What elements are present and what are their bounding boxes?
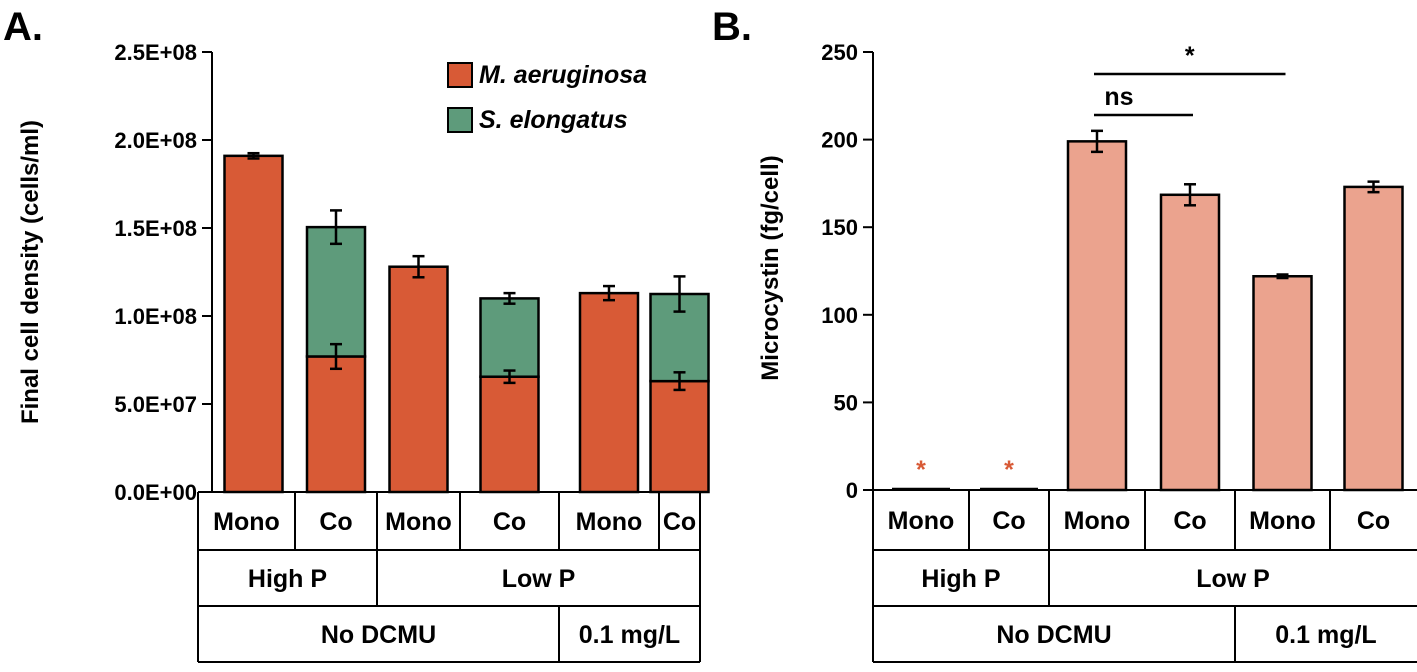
panel-b: B. Microcystin (fg/cell) 0 50 100 150 200 250 * *…: [712, 5, 1417, 663]
legend-label: S. elongatus: [479, 106, 628, 134]
group-label: 0.1 mg/L: [579, 621, 680, 649]
category-label: Co: [493, 508, 526, 536]
category-label: Co: [1173, 507, 1206, 535]
bar-primary: [1343, 185, 1404, 492]
panel-label: A.: [3, 5, 43, 49]
group-label: No DCMU: [996, 621, 1111, 649]
y-axis-label: Final cell density (cells/ml): [17, 120, 44, 424]
bar-primary: [578, 291, 640, 494]
category-label: Co: [1357, 507, 1390, 535]
y-tick-label: 1.0E+08: [114, 304, 197, 329]
y-tick-label: 1.5E+08: [114, 216, 197, 241]
group-label: High P: [248, 565, 327, 593]
category-label: Co: [319, 508, 352, 536]
y-tick-label: 150: [821, 215, 858, 240]
group-label: Low P: [502, 565, 576, 593]
y-axis-label: Microcystin (fg/cell): [757, 155, 784, 380]
legend-swatch: [447, 62, 473, 88]
bar-primary: [649, 379, 710, 494]
category-label: Mono: [1249, 507, 1316, 535]
category-label: Co: [663, 508, 696, 536]
category-label: Mono: [576, 508, 643, 536]
y-tick-label: 0: [846, 478, 858, 503]
bar-secondary: [305, 225, 367, 358]
group-label: Low P: [1196, 565, 1270, 593]
legend-label: M. aeruginosa: [479, 61, 647, 89]
legend-swatch: [447, 107, 473, 133]
below-detection-marker: *: [1004, 456, 1014, 484]
bar-primary: [1066, 140, 1128, 492]
category-label: Mono: [1064, 507, 1131, 535]
category-label: Mono: [888, 507, 955, 535]
bar-primary: [305, 355, 367, 494]
y-tick-label: 0.0E+00: [114, 480, 197, 505]
significance-label: *: [1185, 42, 1195, 70]
group-label: High P: [921, 565, 1000, 593]
bar-secondary: [479, 297, 540, 378]
panel-label: B.: [712, 5, 752, 49]
y-tick-label: 2.5E+08: [114, 40, 197, 65]
y-tick-label: 5.0E+07: [114, 392, 197, 417]
bar-primary: [223, 154, 284, 494]
y-tick-label: 200: [821, 128, 858, 153]
below-detection-marker: *: [916, 456, 926, 484]
bar-primary: [479, 375, 540, 494]
y-tick-label: 2.0E+08: [114, 128, 197, 153]
y-tick-label: 100: [821, 303, 858, 328]
group-label: No DCMU: [321, 621, 436, 649]
significance-label: ns: [1104, 83, 1133, 111]
group-label: 0.1 mg/L: [1275, 621, 1376, 649]
y-tick-label: 250: [821, 40, 858, 65]
category-label: Mono: [213, 508, 280, 536]
bar-primary: [388, 265, 449, 494]
bar-primary: [1159, 193, 1221, 492]
bar-primary: [1252, 275, 1313, 492]
category-label: Co: [992, 507, 1025, 535]
y-tick-label: 50: [834, 390, 858, 415]
category-label: Mono: [385, 508, 452, 536]
panel-a: A. Final cell density (cells/ml) 0.0E+00 5.…: [3, 5, 710, 663]
